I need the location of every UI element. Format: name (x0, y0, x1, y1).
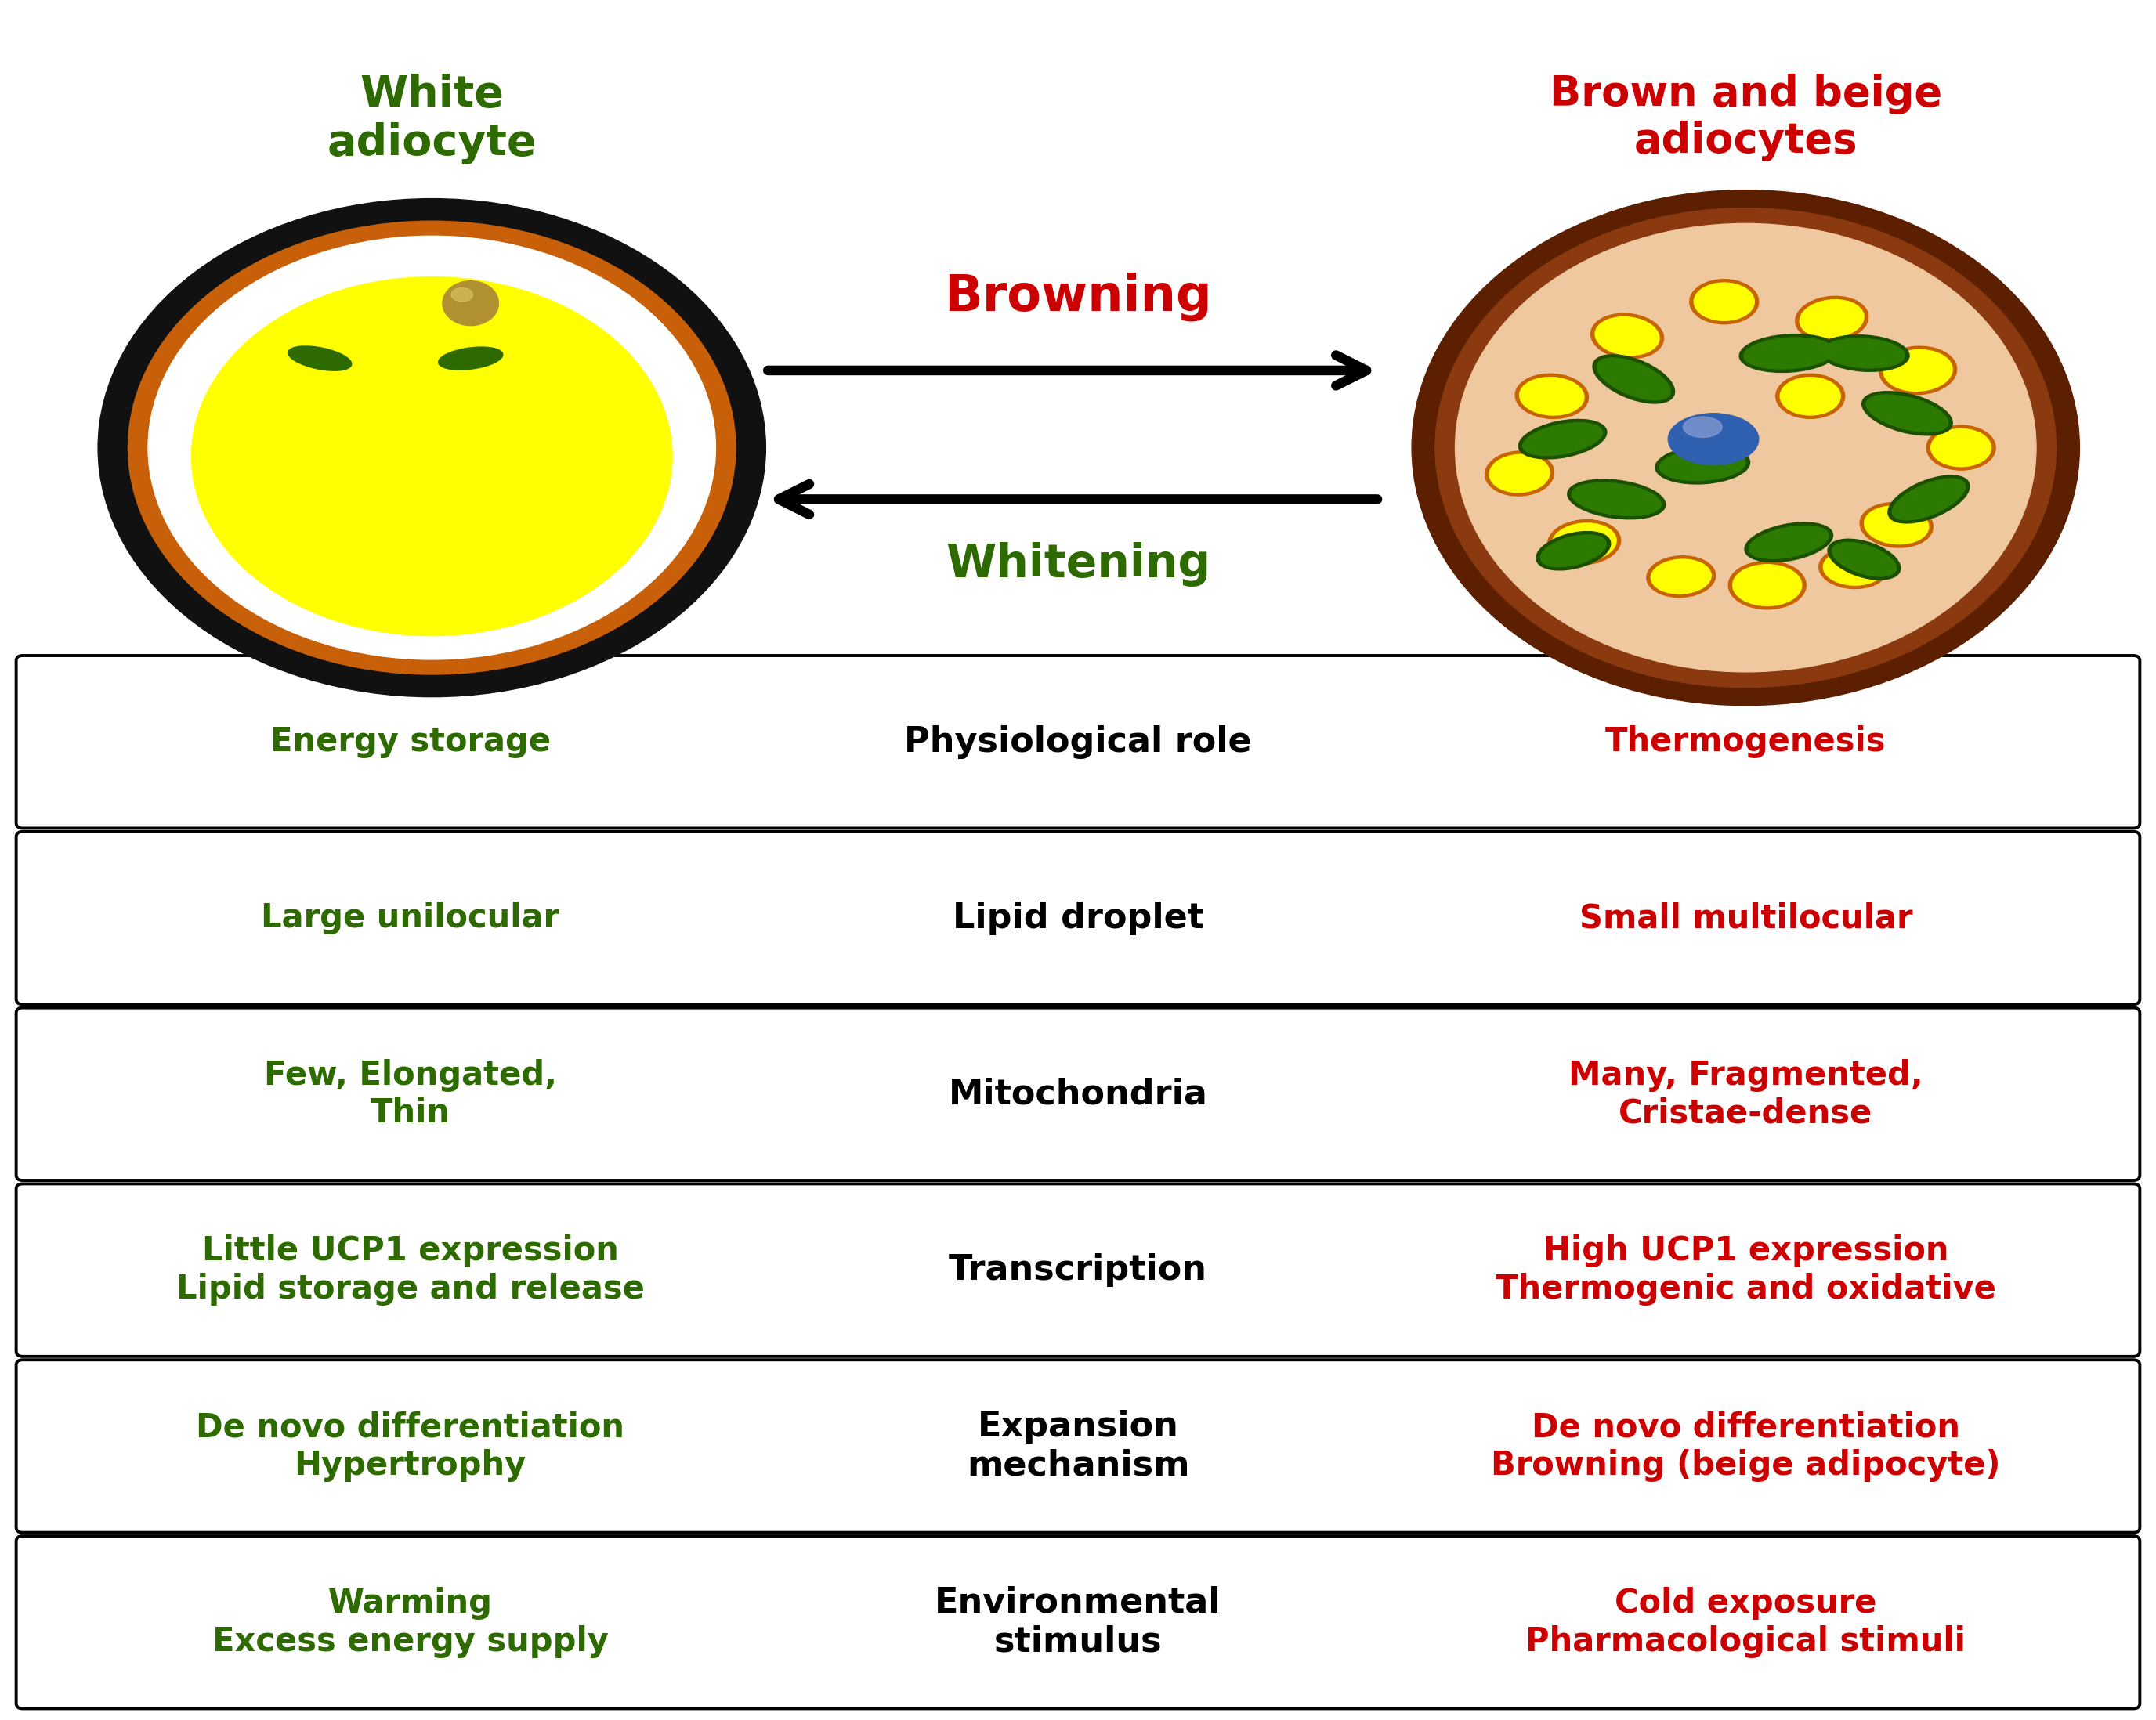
Ellipse shape (1436, 208, 2057, 688)
Text: Mitochondria: Mitochondria (949, 1077, 1207, 1111)
Ellipse shape (1820, 547, 1889, 588)
Ellipse shape (1684, 416, 1723, 437)
Text: Whitening: Whitening (946, 542, 1210, 587)
Text: Energy storage: Energy storage (270, 726, 550, 759)
Ellipse shape (438, 347, 502, 370)
Ellipse shape (1833, 542, 1897, 576)
Ellipse shape (1884, 349, 1953, 390)
Text: Physiological role: Physiological role (903, 726, 1253, 759)
Ellipse shape (1656, 445, 1751, 483)
Text: Few, Elongated,
Thin: Few, Elongated, Thin (263, 1058, 556, 1130)
Ellipse shape (1647, 556, 1716, 597)
Ellipse shape (97, 198, 765, 697)
Text: Browning: Browning (944, 272, 1212, 322)
Ellipse shape (1777, 373, 1846, 418)
Ellipse shape (442, 280, 498, 325)
Text: Cold exposure
Pharmacological stimuli: Cold exposure Pharmacological stimuli (1526, 1588, 1966, 1658)
FancyBboxPatch shape (15, 1183, 2141, 1357)
Ellipse shape (1828, 538, 1899, 580)
Text: High UCP1 expression
Thermogenic and oxidative: High UCP1 expression Thermogenic and oxi… (1496, 1235, 1996, 1305)
Ellipse shape (1796, 296, 1869, 342)
Ellipse shape (1781, 377, 1841, 415)
Ellipse shape (1749, 526, 1828, 559)
Text: Many, Fragmented,
Cristae-dense: Many, Fragmented, Cristae-dense (1567, 1058, 1923, 1130)
Text: Expansion
mechanism: Expansion mechanism (966, 1410, 1190, 1483)
Ellipse shape (1552, 523, 1617, 561)
FancyBboxPatch shape (15, 655, 2141, 829)
Ellipse shape (1595, 316, 1660, 356)
Ellipse shape (1567, 480, 1664, 519)
Ellipse shape (1800, 299, 1865, 339)
Ellipse shape (1485, 451, 1554, 495)
Ellipse shape (1861, 502, 1934, 547)
FancyBboxPatch shape (15, 832, 2141, 1004)
Text: Little UCP1 expression
Lipid storage and release: Little UCP1 expression Lipid storage and… (177, 1235, 645, 1305)
Ellipse shape (1455, 224, 2035, 673)
Ellipse shape (1824, 550, 1884, 585)
Ellipse shape (1520, 377, 1585, 415)
Text: Lipid droplet: Lipid droplet (953, 901, 1203, 934)
Ellipse shape (1572, 483, 1660, 516)
Ellipse shape (1669, 413, 1759, 464)
Ellipse shape (1660, 449, 1746, 480)
Ellipse shape (1733, 564, 1802, 605)
Text: Environmental
stimulus: Environmental stimulus (936, 1586, 1220, 1658)
Text: Warming
Excess energy supply: Warming Excess energy supply (211, 1588, 608, 1658)
Ellipse shape (289, 346, 351, 370)
Ellipse shape (1863, 392, 1953, 435)
Text: White
adiocyte: White adiocyte (328, 74, 537, 165)
Ellipse shape (1516, 373, 1589, 418)
Ellipse shape (1927, 425, 1996, 470)
Ellipse shape (1932, 428, 1992, 466)
Ellipse shape (1690, 279, 1759, 323)
Text: Small multilocular: Small multilocular (1578, 901, 1912, 934)
Ellipse shape (1744, 337, 1835, 370)
Text: De novo differentiation
Browning (beige adipocyte): De novo differentiation Browning (beige … (1492, 1410, 2001, 1481)
Ellipse shape (1695, 282, 1755, 320)
Ellipse shape (192, 277, 673, 636)
Text: Transcription: Transcription (949, 1254, 1207, 1287)
Ellipse shape (1820, 335, 1910, 372)
Ellipse shape (1537, 531, 1611, 569)
Ellipse shape (1518, 420, 1606, 459)
Ellipse shape (1591, 313, 1664, 359)
Ellipse shape (1729, 561, 1807, 609)
Text: Thermogenesis: Thermogenesis (1606, 726, 1886, 759)
Ellipse shape (149, 236, 716, 659)
Ellipse shape (451, 287, 472, 301)
Ellipse shape (1867, 394, 1949, 432)
Ellipse shape (1893, 478, 1966, 519)
Ellipse shape (1593, 354, 1675, 404)
Text: Brown and beige
adiocytes: Brown and beige adiocytes (1550, 74, 1943, 162)
Ellipse shape (1824, 339, 1906, 368)
Ellipse shape (1889, 475, 1971, 523)
FancyBboxPatch shape (15, 1361, 2141, 1533)
Text: Large unilocular: Large unilocular (261, 901, 561, 934)
Ellipse shape (1740, 334, 1839, 372)
Ellipse shape (1490, 454, 1550, 492)
Ellipse shape (1865, 506, 1930, 544)
Ellipse shape (1412, 189, 2081, 705)
Ellipse shape (1651, 559, 1712, 593)
Ellipse shape (1744, 523, 1833, 562)
Ellipse shape (127, 222, 735, 674)
Ellipse shape (1542, 535, 1606, 568)
Ellipse shape (1522, 423, 1602, 456)
Ellipse shape (1548, 519, 1621, 564)
Ellipse shape (1598, 358, 1671, 401)
FancyBboxPatch shape (15, 1008, 2141, 1180)
Text: De novo differentiation
Hypertrophy: De novo differentiation Hypertrophy (196, 1410, 625, 1481)
FancyBboxPatch shape (15, 1536, 2141, 1708)
Ellipse shape (1880, 346, 1958, 394)
